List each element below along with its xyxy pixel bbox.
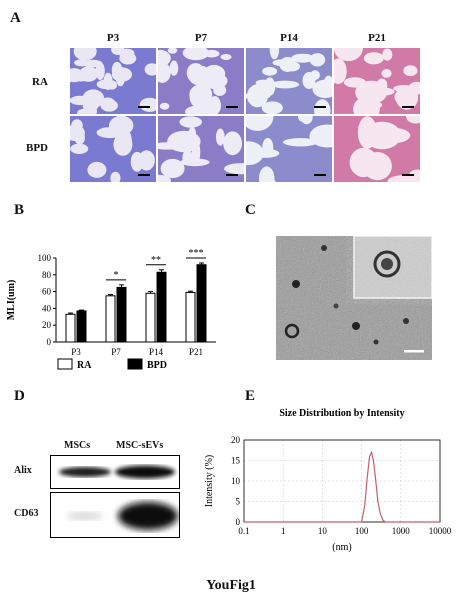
scale-bar bbox=[314, 106, 326, 108]
significance-label: * bbox=[114, 270, 119, 281]
x-tick-label: 1000 bbox=[392, 526, 411, 536]
x-tick-label: P21 bbox=[189, 347, 203, 357]
western-blot-cd63 bbox=[50, 492, 180, 538]
x-tick-label: P3 bbox=[71, 347, 81, 357]
x-tick-label: 100 bbox=[355, 526, 369, 536]
significance-label: *** bbox=[189, 248, 204, 259]
scale-bar bbox=[226, 174, 238, 176]
histology-tile bbox=[334, 116, 420, 182]
series-line bbox=[244, 450, 440, 523]
tem-micrograph bbox=[276, 236, 432, 360]
bar-bpd bbox=[116, 286, 127, 343]
histology-tile bbox=[158, 48, 244, 114]
legend-label: RA bbox=[77, 360, 92, 371]
legend-label: BPD bbox=[147, 360, 167, 371]
legend-swatch bbox=[57, 358, 73, 370]
y-axis-label: MLI(um) bbox=[6, 280, 17, 321]
x-tick-label: P7 bbox=[111, 347, 121, 357]
wb-col-label-msc-sevs: MSC-sEVs bbox=[116, 440, 164, 451]
bar-ra bbox=[65, 313, 76, 343]
bar-bpd bbox=[196, 264, 207, 343]
y-tick-label: 40 bbox=[42, 303, 52, 313]
x-tick-label: 10000 bbox=[429, 526, 452, 536]
y-tick-label: 0 bbox=[236, 517, 241, 527]
histology-tile bbox=[246, 116, 332, 182]
histology-tile bbox=[70, 116, 156, 182]
y-tick-label: 80 bbox=[42, 270, 52, 280]
bar-ra bbox=[105, 295, 116, 343]
mli-bar-chart: 0 20 40 60 80 100 MLI(um) P3 P7 * P14 ** P21 *** RA BPD bbox=[6, 248, 216, 371]
wb-row-label-cd63: CD63 bbox=[14, 508, 39, 519]
panel-b-letter: B bbox=[14, 202, 25, 218]
western-blot-alix bbox=[50, 455, 180, 489]
panel-d-letter: D bbox=[14, 388, 25, 404]
bar-bpd bbox=[76, 310, 87, 343]
scale-bar bbox=[402, 106, 414, 108]
scale-bar bbox=[226, 106, 238, 108]
significance-label: ** bbox=[151, 255, 161, 266]
x-tick-label: 0.1 bbox=[238, 526, 249, 536]
panel-a-row-label-bpd: BPD bbox=[26, 142, 48, 154]
legend-swatch bbox=[127, 358, 143, 370]
scale-bar bbox=[314, 174, 326, 176]
y-axis-label: Intensity (%) bbox=[204, 455, 215, 508]
size-distribution-chart: Size Distribution by Intensity 0 5 10 15 20 0.… bbox=[204, 408, 452, 553]
y-tick-label: 60 bbox=[42, 287, 52, 297]
chart-title: Size Distribution by Intensity bbox=[279, 408, 404, 419]
y-tick-label: 100 bbox=[38, 253, 52, 263]
histology-tile bbox=[246, 48, 332, 114]
panel-a-col-label: P7 bbox=[194, 32, 208, 44]
x-tick-label: 10 bbox=[318, 526, 328, 536]
scale-bar bbox=[138, 106, 150, 108]
panel-e-letter: E bbox=[245, 388, 256, 404]
scale-bar bbox=[138, 174, 150, 176]
bar-ra bbox=[145, 292, 156, 343]
wb-col-label-mscs: MSCs bbox=[64, 440, 91, 451]
x-tick-label: P14 bbox=[149, 347, 164, 357]
histology-tile bbox=[334, 48, 420, 114]
panel-c-letter: C bbox=[245, 202, 256, 218]
panel-a-col-label: P21 bbox=[368, 32, 386, 44]
y-tick-label: 0 bbox=[47, 337, 52, 347]
x-axis-label: (nm) bbox=[332, 542, 351, 553]
panel-a-letter: A bbox=[10, 10, 21, 26]
figure-caption: YouFig1 bbox=[206, 578, 256, 593]
x-tick-label: 1 bbox=[281, 526, 286, 536]
scale-bar bbox=[402, 174, 414, 176]
panel-a-col-label: P3 bbox=[106, 32, 120, 44]
y-tick-label: 20 bbox=[231, 435, 241, 445]
bar-bpd bbox=[156, 271, 167, 343]
bar-ra bbox=[185, 291, 196, 343]
y-tick-label: 20 bbox=[42, 320, 52, 330]
y-tick-label: 5 bbox=[236, 497, 241, 507]
panel-a-col-label: P14 bbox=[280, 32, 298, 44]
histology-tile bbox=[158, 116, 244, 182]
y-tick-label: 15 bbox=[231, 456, 241, 466]
histology-tile bbox=[70, 48, 156, 114]
wb-row-label-alix: Alix bbox=[14, 465, 32, 476]
panel-a-row-label-ra: RA bbox=[32, 76, 48, 88]
y-tick-label: 10 bbox=[231, 476, 241, 486]
